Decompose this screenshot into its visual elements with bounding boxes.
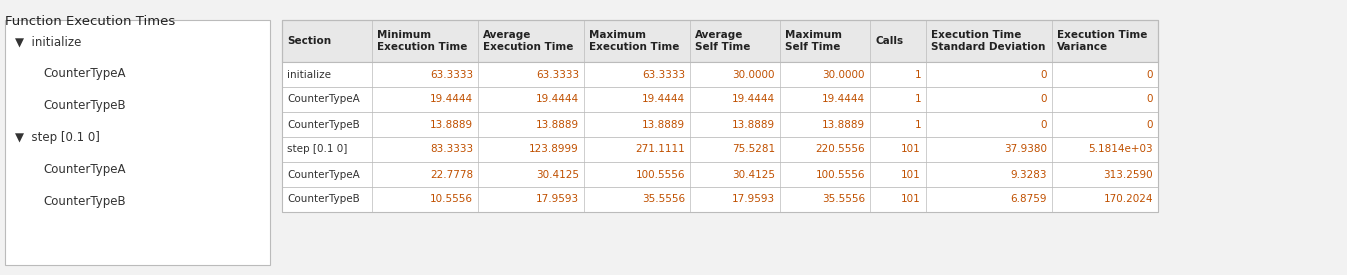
Text: 13.8889: 13.8889: [731, 120, 775, 130]
Text: 5.1814e+03: 5.1814e+03: [1088, 144, 1153, 155]
Text: step [0.1 0]: step [0.1 0]: [287, 144, 348, 155]
Text: 35.5556: 35.5556: [643, 194, 686, 205]
Bar: [282, 20, 1158, 62]
Text: 63.3333: 63.3333: [430, 70, 473, 79]
Text: 13.8889: 13.8889: [643, 120, 686, 130]
Text: 0: 0: [1146, 95, 1153, 104]
Text: Minimum
Execution Time: Minimum Execution Time: [377, 30, 467, 52]
Text: 10.5556: 10.5556: [430, 194, 473, 205]
Bar: [282, 162, 1158, 187]
Text: 19.4444: 19.4444: [643, 95, 686, 104]
Text: 13.8889: 13.8889: [430, 120, 473, 130]
Text: 63.3333: 63.3333: [643, 70, 686, 79]
Bar: [5, 20, 269, 265]
Bar: [282, 62, 1158, 87]
Text: 1: 1: [915, 70, 921, 79]
Text: CounterTypeB: CounterTypeB: [43, 196, 125, 208]
Text: 83.3333: 83.3333: [430, 144, 473, 155]
Text: ▼  initialize: ▼ initialize: [15, 35, 81, 48]
Text: Maximum
Self Time: Maximum Self Time: [785, 30, 842, 52]
Text: 101: 101: [901, 144, 921, 155]
Text: 0: 0: [1040, 70, 1047, 79]
Bar: [282, 137, 1158, 162]
Text: 123.8999: 123.8999: [529, 144, 579, 155]
Text: 0: 0: [1040, 95, 1047, 104]
Text: 0: 0: [1146, 120, 1153, 130]
Text: 6.8759: 6.8759: [1010, 194, 1047, 205]
Bar: [282, 187, 1158, 212]
Bar: [282, 87, 1158, 112]
Text: 30.4125: 30.4125: [731, 169, 775, 180]
Text: Execution Time
Variance: Execution Time Variance: [1057, 30, 1148, 52]
Text: 100.5556: 100.5556: [636, 169, 686, 180]
Text: 22.7778: 22.7778: [430, 169, 473, 180]
Text: Execution Time
Standard Deviation: Execution Time Standard Deviation: [931, 30, 1045, 52]
Text: 101: 101: [901, 169, 921, 180]
Text: 101: 101: [901, 194, 921, 205]
Text: 17.9593: 17.9593: [731, 194, 775, 205]
Text: CounterTypeB: CounterTypeB: [287, 194, 360, 205]
Text: 100.5556: 100.5556: [815, 169, 865, 180]
Text: Section: Section: [287, 36, 331, 46]
Text: 1: 1: [915, 95, 921, 104]
Text: 271.1111: 271.1111: [636, 144, 686, 155]
Text: ▼  step [0.1 0]: ▼ step [0.1 0]: [15, 131, 100, 144]
Text: Average
Execution Time: Average Execution Time: [484, 30, 574, 52]
Text: Maximum
Execution Time: Maximum Execution Time: [589, 30, 679, 52]
Text: Calls: Calls: [876, 36, 902, 46]
Text: CounterTypeA: CounterTypeA: [287, 169, 360, 180]
Text: CounterTypeA: CounterTypeA: [43, 164, 125, 177]
Text: 63.3333: 63.3333: [536, 70, 579, 79]
Text: 313.2590: 313.2590: [1103, 169, 1153, 180]
Text: 13.8889: 13.8889: [536, 120, 579, 130]
Bar: [282, 20, 1158, 212]
Text: 30.0000: 30.0000: [823, 70, 865, 79]
Text: Function Execution Times: Function Execution Times: [5, 15, 175, 28]
Text: CounterTypeA: CounterTypeA: [43, 67, 125, 81]
Text: 75.5281: 75.5281: [731, 144, 775, 155]
Text: initialize: initialize: [287, 70, 331, 79]
Text: 13.8889: 13.8889: [822, 120, 865, 130]
Text: 35.5556: 35.5556: [822, 194, 865, 205]
Bar: [282, 112, 1158, 137]
Text: 220.5556: 220.5556: [815, 144, 865, 155]
Text: CounterTypeB: CounterTypeB: [43, 100, 125, 112]
Text: 170.2024: 170.2024: [1103, 194, 1153, 205]
Text: 30.4125: 30.4125: [536, 169, 579, 180]
Text: 1: 1: [915, 120, 921, 130]
Text: 19.4444: 19.4444: [536, 95, 579, 104]
Text: 19.4444: 19.4444: [430, 95, 473, 104]
Text: 0: 0: [1040, 120, 1047, 130]
Text: CounterTypeA: CounterTypeA: [287, 95, 360, 104]
Text: 17.9593: 17.9593: [536, 194, 579, 205]
Text: 30.0000: 30.0000: [733, 70, 775, 79]
Text: Average
Self Time: Average Self Time: [695, 30, 750, 52]
Text: 37.9380: 37.9380: [1004, 144, 1047, 155]
Text: CounterTypeB: CounterTypeB: [287, 120, 360, 130]
Text: 19.4444: 19.4444: [731, 95, 775, 104]
Text: 9.3283: 9.3283: [1010, 169, 1047, 180]
Text: 19.4444: 19.4444: [822, 95, 865, 104]
Text: 0: 0: [1146, 70, 1153, 79]
